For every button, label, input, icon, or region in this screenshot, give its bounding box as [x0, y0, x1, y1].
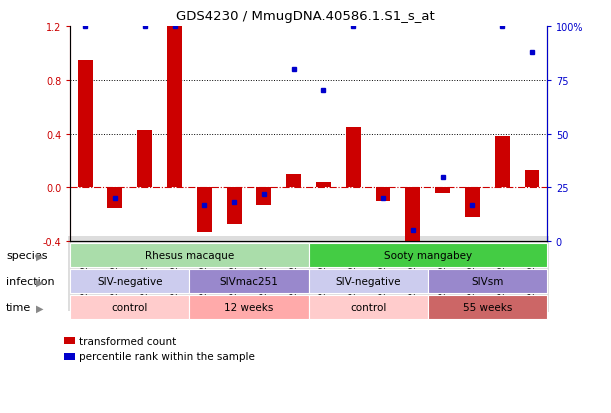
Text: Rhesus macaque: Rhesus macaque	[145, 251, 234, 261]
Text: ▶: ▶	[36, 277, 43, 287]
Text: infection: infection	[6, 277, 55, 287]
Text: 55 weeks: 55 weeks	[463, 303, 512, 313]
Bar	[257, 188, 271, 205]
Bar	[435, 188, 450, 193]
Text: SIVmac251: SIVmac251	[219, 277, 279, 287]
Text: ▶: ▶	[36, 251, 43, 261]
Text: ▶: ▶	[36, 303, 43, 313]
Bar	[376, 188, 390, 202]
Bar	[316, 183, 331, 188]
Bar	[227, 188, 241, 224]
Bar	[167, 27, 182, 188]
Text: species: species	[6, 251, 48, 261]
Text: time: time	[6, 303, 31, 313]
Text: GDS4230 / MmugDNA.40586.1.S1_s_at: GDS4230 / MmugDNA.40586.1.S1_s_at	[176, 10, 435, 23]
Text: control: control	[350, 303, 386, 313]
Text: SIV-negative: SIV-negative	[335, 277, 401, 287]
Bar	[78, 60, 93, 188]
Bar	[137, 130, 152, 188]
Text: 12 weeks: 12 weeks	[224, 303, 274, 313]
Text: SIV-negative: SIV-negative	[97, 277, 163, 287]
Text: transformed count: transformed count	[79, 336, 177, 346]
Bar	[495, 137, 510, 188]
Text: SIVsm: SIVsm	[471, 277, 503, 287]
Text: control: control	[112, 303, 148, 313]
Bar	[108, 188, 122, 208]
Text: percentile rank within the sample: percentile rank within the sample	[79, 351, 255, 361]
Bar	[524, 171, 540, 188]
Bar	[197, 188, 212, 232]
Bar	[346, 128, 360, 188]
Bar	[405, 188, 420, 246]
Bar	[465, 188, 480, 217]
Text: Sooty mangabey: Sooty mangabey	[384, 251, 472, 261]
Bar	[286, 174, 301, 188]
